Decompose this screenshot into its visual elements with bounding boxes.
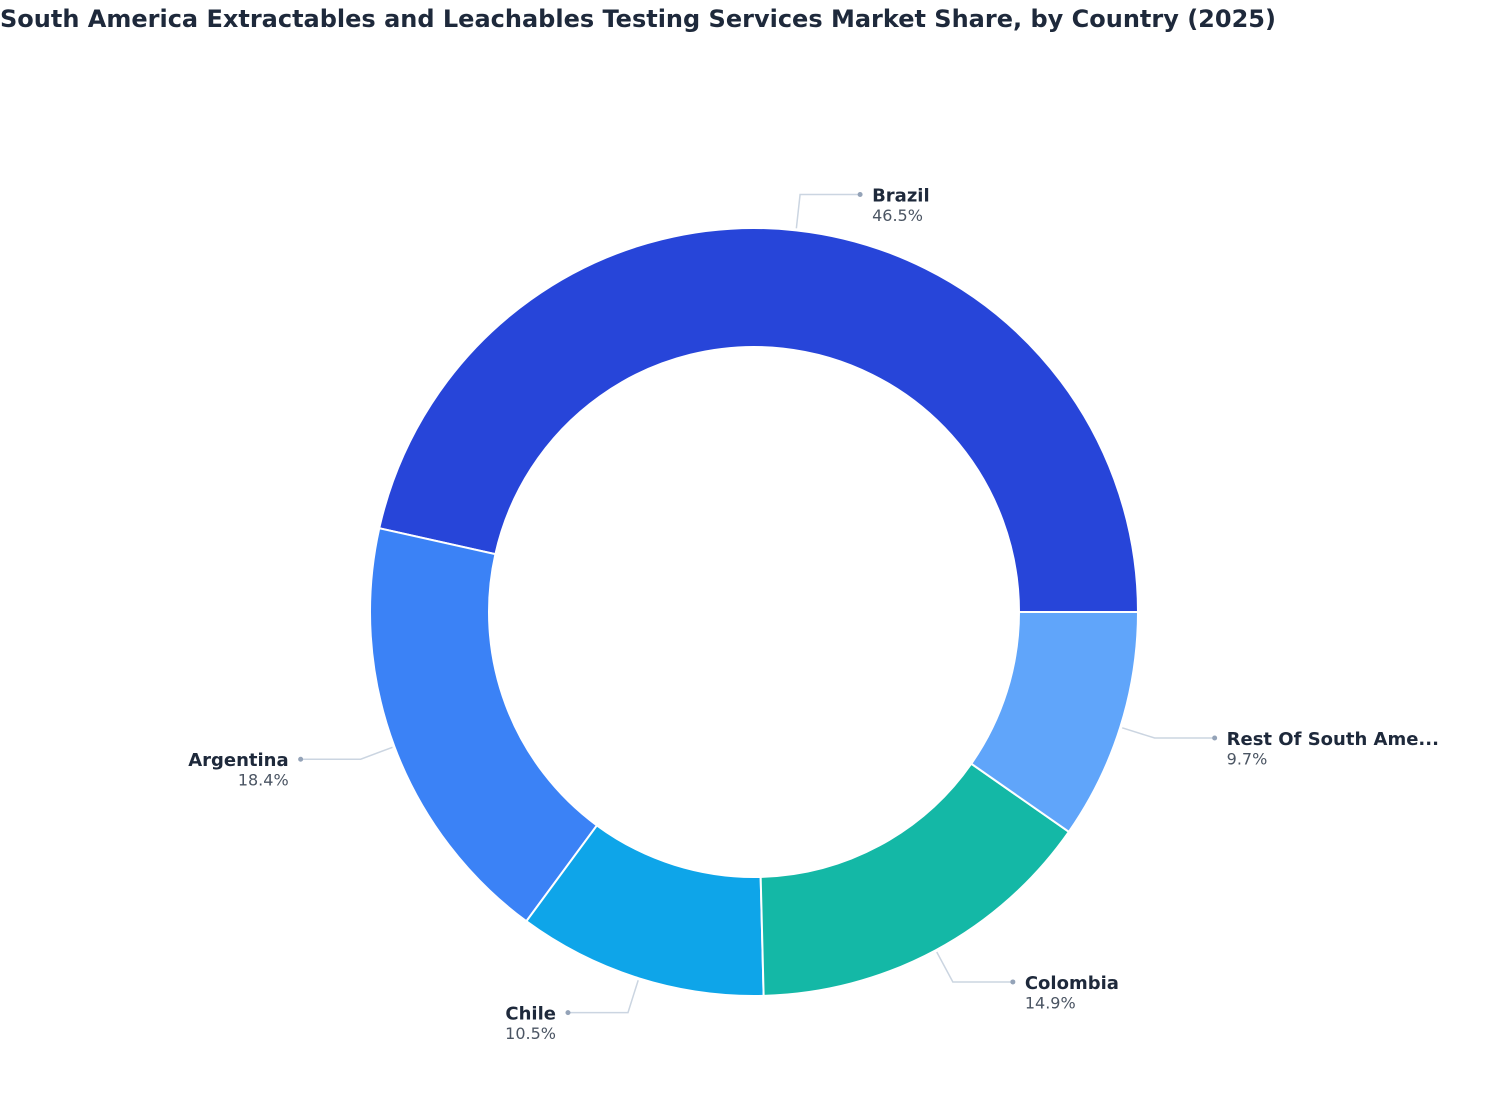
slice-value-label: 10.5% (505, 1024, 556, 1043)
leader-line (795, 193, 861, 229)
slice-value-label: 18.4% (238, 771, 289, 790)
leader-dot (1212, 735, 1218, 741)
leader-dot (857, 192, 863, 198)
leader-dot (565, 1010, 571, 1016)
leader-line (1121, 727, 1215, 739)
donut-slice (969, 611, 1140, 834)
slice-value-label: 46.5% (872, 206, 923, 225)
leader-line (567, 979, 639, 1014)
slice-label: Colombia (1025, 973, 1119, 994)
leader-dot (1010, 979, 1016, 985)
leader-dot (298, 756, 304, 762)
donut-slice (378, 227, 1140, 613)
slice-label: Chile (505, 1004, 556, 1025)
slice-label: Rest Of South Ame... (1227, 729, 1439, 750)
slice-label: Brazil (872, 186, 930, 207)
slice-value-label: 14.9% (1025, 993, 1076, 1012)
slice-value-label: 9.7% (1227, 750, 1268, 769)
slice-label: Argentina (188, 750, 288, 771)
chart-title: South America Extractables and Leachable… (0, 5, 1276, 33)
leader-line (300, 746, 393, 760)
leader-line (936, 951, 1013, 983)
donut-slice (369, 527, 599, 923)
